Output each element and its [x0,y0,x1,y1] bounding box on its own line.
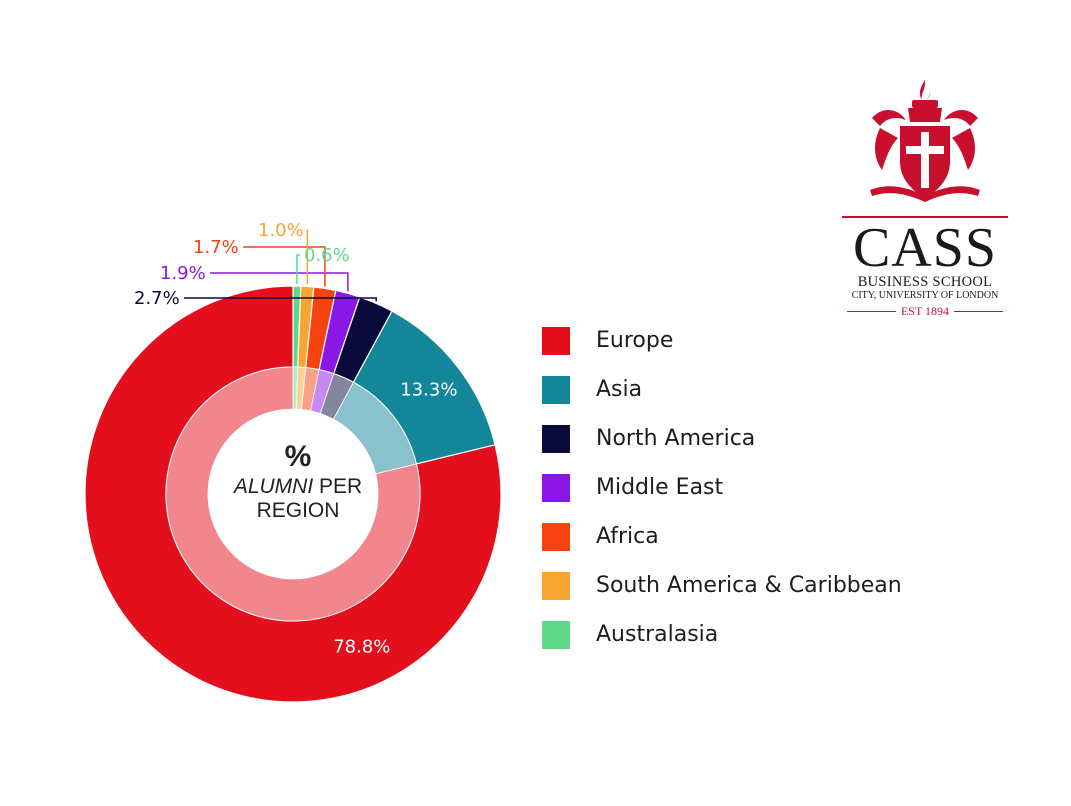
logo-line1: BUSINESS SCHOOL [857,274,993,290]
legend-label: Europe [596,328,674,353]
legend-swatch [542,473,570,502]
legend-swatch [542,424,570,453]
center-label: % ALUMNI PER REGION [193,440,403,523]
legend-item-australasia: Australasia [542,610,902,659]
legend-swatch [542,522,570,551]
value-label-middle-east: 1.9% [160,263,206,284]
center-label-line2: REGION [256,498,340,522]
value-label-africa: 1.7% [193,237,239,258]
legend-swatch [542,326,570,355]
logo-est-dash-left [847,311,896,312]
legend-item-north-america: North America [542,414,902,463]
value-label-europe: 78.8% [333,637,390,658]
legend-swatch [542,375,570,404]
legend-item-middle-east: Middle East [542,463,902,512]
leader-line-south-america-and-caribbean [306,229,309,285]
leader-line-middle-east [210,272,349,292]
center-label-line1: ALUMNI PER [193,475,403,499]
legend-label: Asia [596,377,643,402]
cass-logo: CASS BUSINESS SCHOOL CITY, UNIVERSITY OF… [842,78,1008,319]
legend-label: Africa [596,524,659,549]
value-label-south-america-and-caribbean: 1.0% [258,220,304,241]
logo-rule [842,216,1008,218]
value-labels: 78.8% 13.3% 2.7% 1.9% 1.7% 1.0%0.6% [134,220,457,658]
legend-item-south-america-and-caribbean: South America & Caribbean [542,561,902,610]
leader-line-north-america [184,297,377,302]
leader-lines [184,229,377,302]
center-label-italic: ALUMNI [233,474,314,498]
value-label-australasia: 0.6% [304,245,350,266]
legend-label: Australasia [596,622,719,647]
legend-item-africa: Africa [542,512,902,561]
logo-est-text: EST 1894 [900,304,950,318]
legend-label: South America & Caribbean [596,573,902,598]
legend-item-europe: Europe [542,316,902,365]
value-label-north-america: 2.7% [134,288,180,309]
legend-swatch [542,620,570,649]
legend-swatch [542,571,570,600]
leader-line-australasia [296,254,300,285]
legend-label: North America [596,426,756,451]
center-hole [208,409,378,579]
leader-line-africa [243,246,326,287]
center-label-symbol: % [284,440,312,473]
logo-est: EST 1894 [842,304,1008,319]
center-label-rest: PER [313,474,363,498]
value-label-asia: 13.3% [400,379,457,400]
logo-line2: CITY, UNIVERSITY OF LONDON [851,290,999,301]
legend-label: Middle East [596,475,724,500]
outer-ring [84,285,502,703]
legend-item-asia: Asia [542,365,902,414]
logo-est-dash-right [954,311,1003,312]
legend: Europe Asia North America Middle East Africa… [542,316,902,659]
logo-name: CASS [852,217,998,279]
crest-icon [870,80,980,202]
